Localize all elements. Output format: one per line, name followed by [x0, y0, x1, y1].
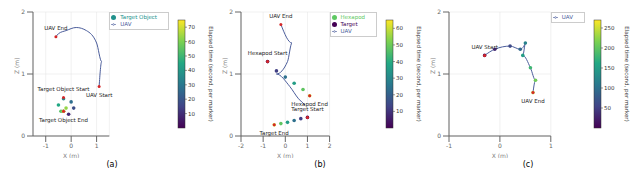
- svg-text:0: 0: [283, 142, 287, 149]
- svg-text:Z (m): Z (m): [13, 57, 20, 74]
- svg-text:70: 70: [188, 24, 195, 30]
- svg-text:2: 2: [229, 8, 233, 15]
- svg-text:60: 60: [396, 25, 403, 31]
- svg-text:UAV End: UAV End: [269, 13, 292, 19]
- html-text:(a): (a): [106, 160, 118, 169]
- svg-text:0: 0: [437, 132, 441, 139]
- html-text:(c): (c): [522, 160, 534, 169]
- svg-text:1: 1: [437, 70, 441, 77]
- svg-text:Z (m): Z (m): [429, 57, 436, 74]
- svg-text:2: 2: [328, 142, 332, 149]
- svg-text:UAV Start: UAV Start: [86, 92, 113, 98]
- svg-text:0: 0: [21, 132, 25, 139]
- svg-text:2: 2: [21, 8, 25, 15]
- svg-text:Target Start: Target Start: [290, 106, 324, 113]
- svg-text:50: 50: [188, 53, 195, 59]
- svg-text:-1: -1: [43, 142, 49, 149]
- svg-text:UAV Start: UAV Start: [471, 44, 498, 50]
- svg-text:150: 150: [604, 65, 615, 71]
- html-text:Target: Target: [340, 21, 358, 27]
- svg-text:-1: -1: [260, 142, 266, 149]
- html-text:UAV: UAV: [120, 21, 132, 27]
- svg-text:-1: -1: [446, 142, 452, 149]
- svg-text:0: 0: [498, 142, 502, 149]
- svg-text:Hexapod End: Hexapod End: [291, 101, 328, 108]
- svg-text:200: 200: [604, 45, 615, 51]
- svg-text:50: 50: [396, 42, 403, 48]
- html-text:Hexapod: Hexapod: [340, 14, 365, 20]
- svg-text:Target Object End: Target Object End: [38, 117, 88, 124]
- svg-text:Z (m): Z (m): [221, 57, 228, 74]
- svg-text:X (m): X (m): [492, 152, 509, 158]
- svg-text:50: 50: [604, 105, 611, 111]
- svg-text:10: 10: [188, 111, 195, 117]
- svg-text:0: 0: [69, 142, 73, 149]
- svg-text:X (m): X (m): [63, 152, 80, 158]
- svg-text:250: 250: [604, 25, 615, 31]
- svg-text:20: 20: [188, 96, 195, 102]
- svg-text:40: 40: [396, 59, 403, 65]
- svg-text:1: 1: [229, 70, 233, 77]
- svg-text:100: 100: [604, 85, 615, 91]
- svg-text:2: 2: [437, 8, 441, 15]
- svg-text:60: 60: [188, 39, 195, 45]
- svg-text:Elapsed time (second, per mark: Elapsed time (second, per marker): [207, 26, 214, 121]
- svg-text:0: 0: [229, 132, 233, 139]
- svg-text:Target End: Target End: [259, 130, 289, 137]
- svg-text:20: 20: [396, 92, 403, 98]
- svg-text:UAV End: UAV End: [521, 98, 544, 104]
- svg-text:X (m): X (m): [277, 152, 294, 158]
- html-text:(b): (b): [314, 160, 326, 169]
- svg-text:1: 1: [306, 142, 310, 149]
- svg-text:30: 30: [188, 82, 195, 88]
- svg-text:Elapsed time (second, per mark: Elapsed time (second, per marker): [415, 26, 422, 121]
- svg-text:Hexapod Start: Hexapod Start: [248, 50, 288, 57]
- html-text:UAV: UAV: [561, 14, 573, 20]
- svg-text:1: 1: [21, 70, 25, 77]
- svg-text:30: 30: [396, 75, 403, 81]
- svg-text:Elapsed time (second, per mark: Elapsed time (second, per marker): [623, 26, 630, 121]
- svg-text:10: 10: [396, 108, 403, 114]
- svg-text:Target Object Start: Target Object Start: [37, 86, 91, 93]
- html-text:Target Object: Target Object: [120, 14, 157, 20]
- svg-text:1: 1: [549, 142, 553, 149]
- svg-text:40: 40: [188, 67, 195, 73]
- svg-text:1: 1: [95, 142, 99, 149]
- svg-text:UAV End: UAV End: [44, 25, 67, 31]
- html-text:UAV: UAV: [340, 28, 352, 34]
- svg-text:-2: -2: [238, 142, 244, 149]
